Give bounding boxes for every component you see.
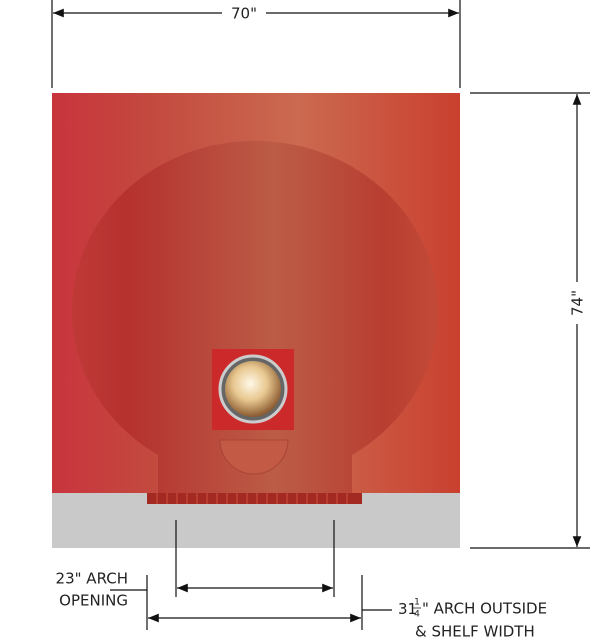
oven <box>52 93 460 548</box>
width-label: 70" <box>231 5 257 23</box>
bottom-dimensions: 23" ARCH OPENING 31 1 4 " ARCH OUTSIDE &… <box>56 520 547 641</box>
arch-outside-label: 31 <box>398 600 417 618</box>
whole: 31 <box>398 600 417 618</box>
arch-opening-label: 23" ARCH <box>56 570 128 588</box>
arch-outside-label: " ARCH OUTSIDE <box>422 600 547 618</box>
right-dimension: 74" <box>470 92 590 549</box>
arch-outside-label: & SHELF WIDTH <box>415 623 535 641</box>
top-dimension: 70" <box>51 0 461 88</box>
arch-opening-label: OPENING <box>59 592 128 610</box>
height-label: 74" <box>569 290 587 316</box>
numerator: 1 <box>414 598 420 608</box>
denominator: 4 <box>414 610 420 620</box>
